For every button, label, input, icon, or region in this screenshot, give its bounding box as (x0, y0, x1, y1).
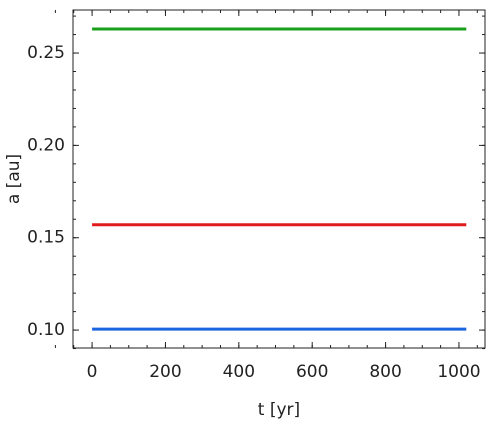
y-axis-label: a [au] (4, 154, 24, 204)
x-tick-label: 400 (223, 362, 255, 382)
x-tick-label: 800 (369, 362, 401, 382)
x-tick-label: 600 (296, 362, 328, 382)
x-tick-label: 1000 (437, 362, 480, 382)
y-tick-label: 0.10 (27, 320, 65, 340)
y-tick-label: 0.15 (27, 228, 65, 248)
y-tick-label: 0.20 (27, 135, 65, 155)
x-tick-label: 0 (87, 362, 98, 382)
x-tick-label: 200 (149, 362, 181, 382)
x-axis-label: t [yr] (258, 400, 300, 420)
plot-frame (72, 9, 486, 349)
y-tick-label: 0.25 (27, 43, 65, 63)
